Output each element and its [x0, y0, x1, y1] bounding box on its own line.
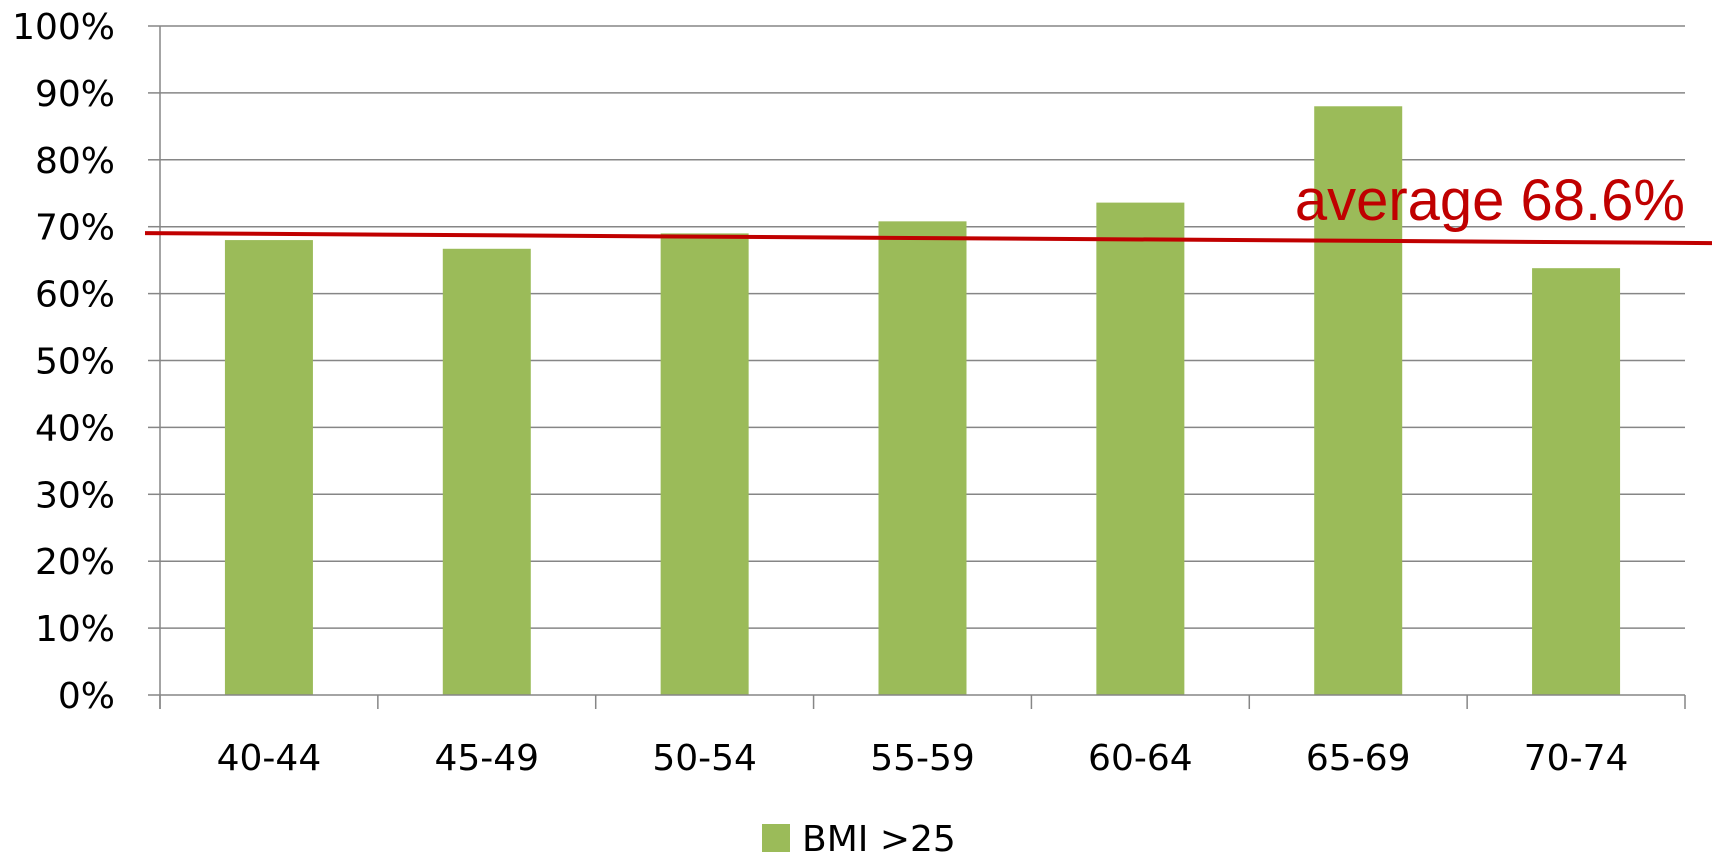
x-tick-label: 40-44	[217, 738, 322, 779]
x-tick-label: 70-74	[1524, 738, 1629, 779]
bar	[224, 240, 313, 695]
bar	[660, 233, 749, 695]
y-tick-label: 10%	[35, 609, 115, 650]
bar	[1314, 106, 1403, 695]
y-tick-labels: 0% 10% 20% 30% 40% 50% 60% 70% 80% 90% 100%	[12, 7, 115, 717]
bar	[1096, 202, 1185, 695]
y-tick-label: 70%	[35, 208, 115, 249]
x-tick-label: 45-49	[434, 738, 539, 779]
bars	[224, 106, 1621, 696]
x-tick-label: 55-59	[870, 738, 975, 779]
y-tick-label: 30%	[35, 475, 115, 516]
axes	[159, 26, 1686, 709]
legend-label: BMI >25	[802, 819, 956, 854]
y-tick-label: 100%	[12, 7, 115, 48]
x-tick-label: 50-54	[652, 738, 757, 779]
bar	[878, 221, 967, 695]
y-tick-label: 90%	[35, 74, 115, 115]
y-tick-label: 20%	[35, 542, 115, 583]
y-tick-label: 40%	[35, 408, 115, 449]
y-tick-label: 50%	[35, 342, 115, 383]
x-tick-label: 60-64	[1088, 738, 1193, 779]
y-tick-label: 0%	[58, 676, 115, 717]
average-line	[144, 231, 1713, 246]
legend: BMI >25	[762, 819, 956, 854]
bar	[1532, 268, 1621, 695]
x-tick-label: 65-69	[1306, 738, 1411, 779]
y-tick-label: 80%	[35, 141, 115, 182]
x-tick-labels: 40-44 45-49 50-54 55-59 60-64 65-69 70-74	[217, 738, 1629, 779]
average-reference: average 68.6%	[144, 168, 1713, 246]
legend-swatch	[762, 824, 790, 852]
y-tick-label: 60%	[35, 275, 115, 316]
average-label: average 68.6%	[1295, 168, 1685, 233]
bar	[442, 248, 531, 696]
